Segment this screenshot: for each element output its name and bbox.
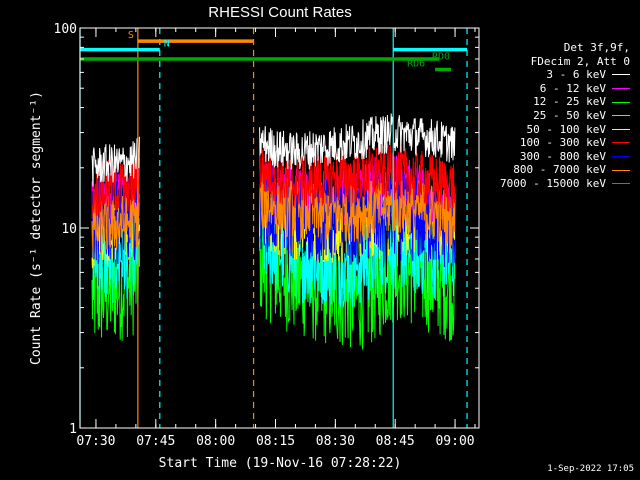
legend-swatch	[612, 183, 630, 185]
legend-label: 800 - 7000 keV	[513, 163, 606, 177]
legend-swatch	[612, 142, 630, 144]
legend-label: 25 - 50 keV	[533, 108, 606, 122]
x-tick-label: 08:45	[376, 434, 415, 449]
legend-item: 300 - 800 keV	[486, 150, 630, 164]
y-tick-label: 10	[61, 222, 77, 237]
legend-item: 12 - 25 keV	[486, 95, 630, 109]
legend-header-decimation: FDecim 2, Att 0	[530, 54, 630, 68]
legend-label: 50 - 100 keV	[526, 122, 606, 136]
legend-swatch	[612, 74, 630, 76]
legend-item: 6 - 12 keV	[486, 82, 630, 96]
series-traces	[91, 113, 456, 350]
flag-label: RD6	[407, 59, 425, 70]
legend-item: 100 - 300 keV	[486, 136, 630, 150]
legend-header-detectors: Det 3f,9f,	[563, 41, 630, 54]
legend-label: 3 - 6 keV	[546, 68, 606, 82]
legend-item: 3 - 6 keV	[486, 68, 630, 82]
legend: Det 3f,9f, FDecim 2, Att 0 3 - 6 keV 6 - …	[486, 41, 630, 191]
plot-axes: 07:30 07:45 08:00 08:15 08:30 08:45 09:00 1 10 10…	[54, 22, 480, 449]
series-line	[91, 113, 456, 187]
legend-swatch	[612, 169, 630, 171]
y-tick-label: 1	[69, 422, 77, 437]
legend-label: 6 - 12 keV	[539, 81, 606, 95]
x-axis-label: Start Time (19-Nov-16 07:28:22)	[159, 456, 402, 471]
chart-title: RHESSI Count Rates	[208, 4, 351, 21]
x-tick-label: 08:00	[196, 434, 235, 449]
legend-item: 7000 - 15000 keV	[486, 177, 630, 191]
legend-swatch	[612, 115, 630, 117]
legend-item: 25 - 50 keV	[486, 109, 630, 123]
legend-label: 12 - 25 keV	[533, 95, 606, 109]
x-tick-label: 07:30	[76, 434, 115, 449]
y-tick-label: 100	[54, 22, 77, 37]
legend-swatch	[612, 128, 630, 130]
date-stamp: 1-Sep-2022 17:05	[547, 464, 634, 474]
legend-swatch	[612, 88, 630, 90]
flag-label: N	[164, 39, 170, 50]
legend-item: 800 - 7000 keV	[486, 163, 630, 177]
x-tick-label: 08:30	[316, 434, 355, 449]
legend-label: 300 - 800 keV	[519, 149, 606, 163]
legend-swatch	[612, 101, 630, 103]
legend-label: 100 - 300 keV	[519, 136, 606, 150]
x-tick-label: 09:00	[435, 434, 474, 449]
legend-swatch	[612, 156, 630, 158]
flag-label: RD0	[432, 52, 450, 63]
legend-label: 7000 - 15000 keV	[500, 176, 606, 190]
flag-label: S	[128, 30, 134, 41]
x-tick-label: 07:45	[136, 434, 175, 449]
x-tick-label: 08:15	[256, 434, 295, 449]
legend-item: 50 - 100 keV	[486, 123, 630, 137]
y-axis-label: Count Rate (s⁻¹ detector segment⁻¹)	[29, 91, 44, 365]
